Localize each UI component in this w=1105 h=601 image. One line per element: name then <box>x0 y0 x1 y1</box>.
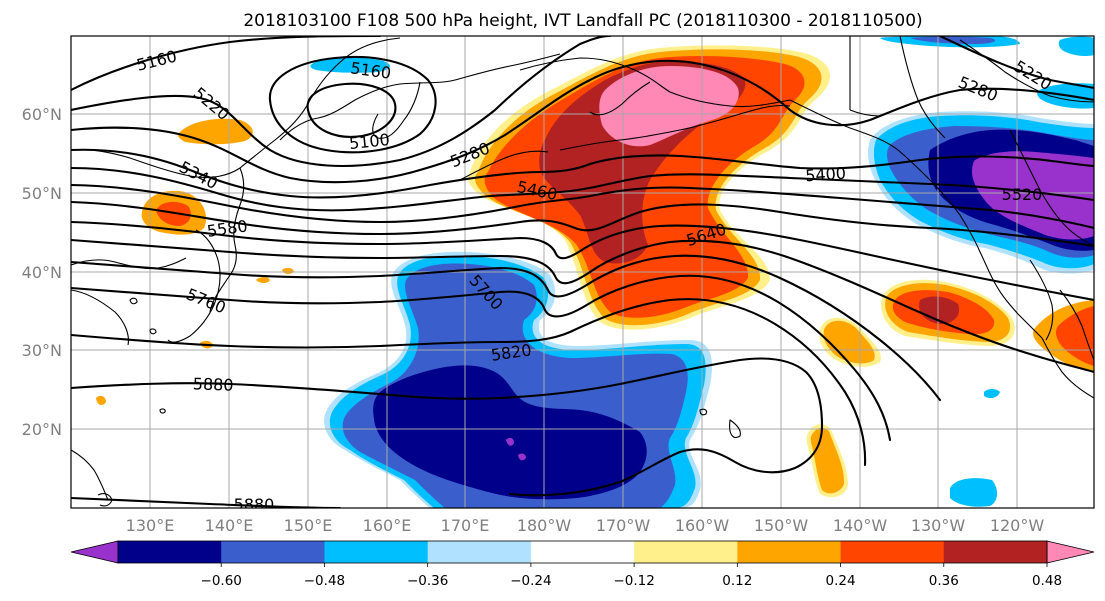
colorbar-cell <box>943 541 1048 563</box>
lat-label: 50°N <box>22 184 62 203</box>
contour-5220 <box>71 36 612 168</box>
colorbar-cell <box>530 541 635 563</box>
longitude-axis: 130°E 140°E 150°E 160°E 170°E 180°W 170°… <box>126 516 1045 535</box>
colorbar-cell <box>737 541 842 563</box>
colorbar-extend-max <box>1046 540 1095 564</box>
contour-5760 <box>71 274 892 442</box>
lon-label: 140°E <box>205 516 254 535</box>
colorbar-tick-label: −0.60 <box>201 573 242 589</box>
lat-label: 30°N <box>22 341 62 360</box>
colorbar-extend-min <box>70 540 119 564</box>
contour-5160 <box>268 55 437 154</box>
contour-5340 <box>71 148 1094 199</box>
contour-5880 <box>71 357 824 497</box>
lon-label: 170°W <box>596 516 651 535</box>
contour-5280 <box>71 59 1094 184</box>
ivt-negative-se-2 <box>984 389 1000 399</box>
latitude-axis: 20°N 30°N 40°N 50°N 60°N <box>22 105 62 439</box>
contour-5640 <box>71 238 1094 374</box>
ivt-negative-okhotsk <box>310 57 390 73</box>
colorbar-tick-label: 0.12 <box>722 573 752 589</box>
ivt-positive-small-4 <box>96 395 106 406</box>
ivt-positive-japan-core <box>156 201 191 226</box>
lat-label: 20°N <box>22 420 62 439</box>
colorbar-cell <box>427 541 532 563</box>
colorbar-cell <box>634 541 738 563</box>
ivt-negative-se <box>950 478 998 507</box>
ivt-negative-ne-min <box>972 151 1094 240</box>
contour-5520 <box>71 200 1094 248</box>
contour-label: 5400 <box>805 164 847 186</box>
ivt-positive-alaska-core <box>599 66 739 147</box>
map-frame <box>70 35 1095 509</box>
colorbar-tick-label: −0.36 <box>407 573 448 589</box>
contour-label: 5880 <box>234 495 275 514</box>
map-title: 2018103100 F108 500 hPa height, IVT Land… <box>243 11 922 31</box>
ivt-negative-pacific-min <box>506 437 514 446</box>
contour-5400 <box>71 166 1094 212</box>
lon-label: 150°E <box>284 516 333 535</box>
colorbar-cell <box>221 541 325 563</box>
contour-5460 <box>71 183 1094 230</box>
colorbar-cell <box>324 541 429 563</box>
contour-label: 5880 <box>193 374 234 394</box>
ivt-negative-pacific-min-2 <box>518 453 526 461</box>
lon-label: 180°W <box>517 516 572 535</box>
colorbar: −0.60 −0.48 −0.36 −0.24 −0.12 0.12 0.24 0.36 0.4… <box>70 540 1095 589</box>
colorbar-cell <box>840 541 945 563</box>
lon-label: 150°W <box>754 516 809 535</box>
colorbar-tick-label: −0.24 <box>510 573 551 589</box>
colorbar-tick-label: 0.24 <box>826 573 856 589</box>
lon-label: 160°E <box>363 516 412 535</box>
lat-label: 40°N <box>22 263 62 282</box>
contour-5700 <box>71 254 942 402</box>
colorbar-tick-label: 0.48 <box>1032 573 1062 589</box>
colorbar-tick-label: −0.48 <box>304 573 345 589</box>
ivt-positive-coast-core <box>1055 306 1094 366</box>
map-gridlines <box>71 36 1094 508</box>
lon-label: 170°E <box>441 516 490 535</box>
colorbar-cell <box>118 541 222 563</box>
lon-label: 140°W <box>833 516 888 535</box>
lon-label: 130°W <box>911 516 966 535</box>
ivt-negative-top-right-core <box>910 36 995 44</box>
contour-5100 <box>306 82 397 138</box>
lon-label: 160°W <box>675 516 730 535</box>
ivt-positive-150w-core <box>823 320 875 364</box>
contour-5220-b <box>938 36 1094 90</box>
lon-label: 130°E <box>126 516 175 535</box>
ivt-negative-top-right-3 <box>1058 36 1094 57</box>
contour-5580 <box>71 220 1094 302</box>
contour-5820 <box>71 298 867 467</box>
contour-label: 5520 <box>1002 185 1043 204</box>
lon-label: 120°W <box>990 516 1045 535</box>
colorbar-tick-label: −0.12 <box>613 573 654 589</box>
ivt-positive-small-1 <box>256 277 270 283</box>
lat-label: 60°N <box>22 105 62 124</box>
colorbar-outline <box>117 540 1048 564</box>
map-panel: 5160 5160 5100 5220 5220 5280 5280 5340 … <box>70 35 1095 514</box>
contour-label: 5100 <box>348 130 390 153</box>
colorbar-tick-label: 0.36 <box>929 573 959 589</box>
